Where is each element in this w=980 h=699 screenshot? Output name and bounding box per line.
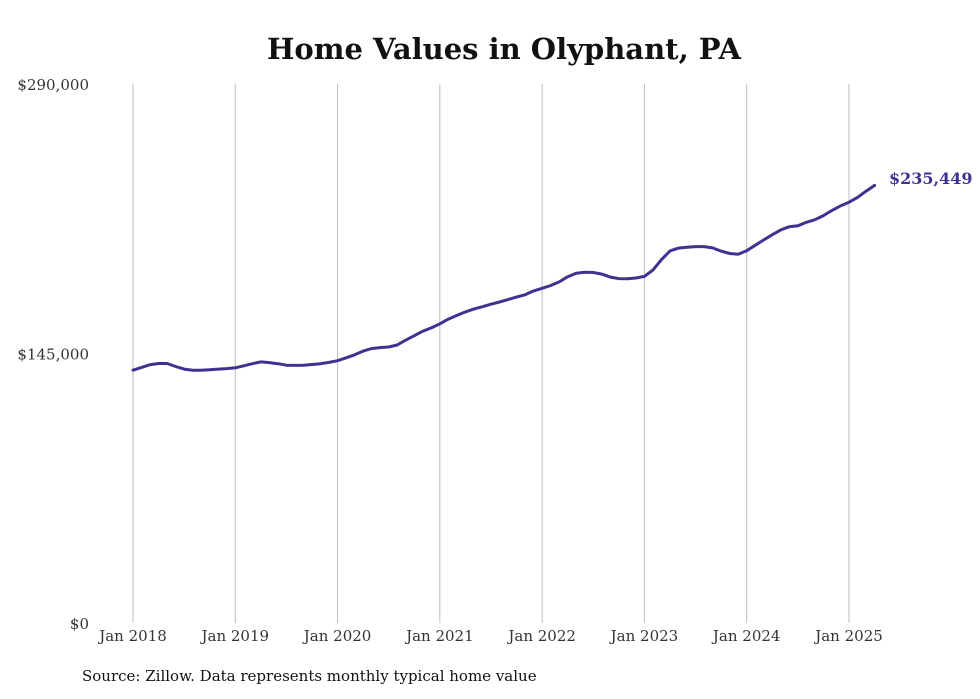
- x-tick-label-0: Jan 2018: [97, 627, 167, 645]
- series-group: [131, 183, 877, 372]
- x-axis-tick-labels: Jan 2018 Jan 2019 Jan 2020 Jan 2021 Jan 2022…: [97, 627, 883, 645]
- chart-title: Home Values in Olyphant, PA: [267, 32, 741, 66]
- x-tick-label-4: Jan 2022: [506, 627, 576, 645]
- last-value-label: $235,449: [889, 169, 973, 188]
- y-tick-label-0: $0: [70, 615, 89, 633]
- x-tick-label-7: Jan 2025: [813, 627, 883, 645]
- grid-lines: [132, 84, 850, 623]
- y-tick-label-1: $145,000: [17, 346, 89, 364]
- x-tick-label-2: Jan 2020: [302, 627, 372, 645]
- series-line-0: [131, 183, 877, 372]
- x-tick-label-5: Jan 2023: [609, 627, 679, 645]
- y-axis-tick-labels: $0 $145,000 $290,000: [17, 76, 89, 633]
- x-tick-label-1: Jan 2019: [200, 627, 270, 645]
- source-note: Source: Zillow. Data represents monthly …: [82, 667, 537, 685]
- x-tick-label-3: Jan 2021: [404, 627, 474, 645]
- x-tick-label-6: Jan 2024: [711, 627, 781, 645]
- y-tick-label-2: $290,000: [17, 76, 89, 94]
